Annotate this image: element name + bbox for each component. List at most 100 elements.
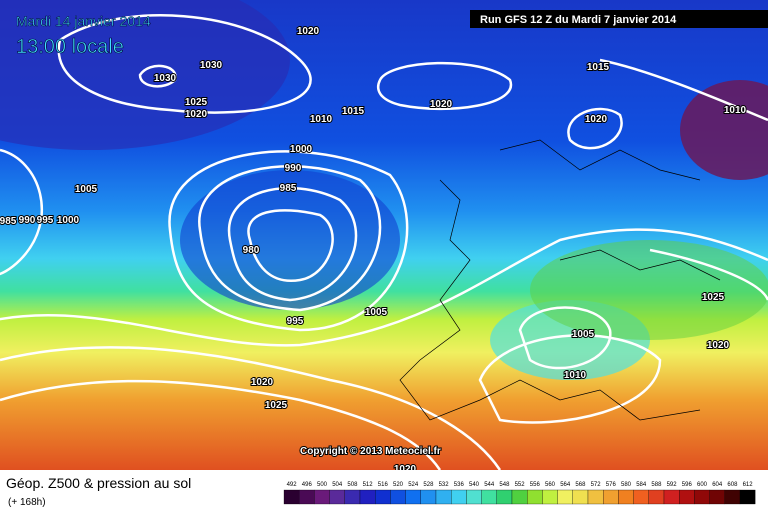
color-scale: 492 496 500 504 508 512 516 520 524 528 532 536 540 5… bbox=[283, 482, 756, 505]
copyright: Copyright © 2013 Meteociel.fr bbox=[300, 446, 441, 457]
scale-swatch bbox=[496, 489, 513, 505]
scale-swatch bbox=[724, 489, 741, 505]
scale-label: 600 bbox=[697, 482, 708, 488]
isobar-label: 1025 bbox=[185, 97, 208, 108]
scale-swatch bbox=[557, 489, 573, 505]
scale-label: 520 bbox=[393, 482, 404, 488]
scale-label: 532 bbox=[439, 482, 450, 488]
isobar-label: 1000 bbox=[290, 144, 313, 155]
scale-swatch bbox=[618, 489, 634, 505]
scale-label: 580 bbox=[621, 482, 632, 488]
scale-label: 536 bbox=[454, 482, 465, 488]
footer-subtitle: (+ 168h) bbox=[8, 497, 46, 508]
scale-swatch bbox=[633, 489, 649, 505]
date: Mardi 14 janvier 2014 bbox=[16, 13, 151, 29]
scale-label: 548 bbox=[499, 482, 510, 488]
isobar-label: 1010 bbox=[724, 105, 747, 116]
isobar-label: 1015 bbox=[342, 106, 365, 117]
scale-swatch bbox=[648, 489, 665, 505]
run-box bbox=[470, 10, 768, 28]
scale-label: 588 bbox=[651, 482, 662, 488]
coastlines bbox=[399, 139, 721, 421]
scale-swatch bbox=[283, 489, 300, 505]
scale-swatch bbox=[329, 489, 345, 505]
isobar-label: 990 bbox=[285, 163, 302, 174]
scale-label: 512 bbox=[363, 482, 374, 488]
scale-label: 492 bbox=[287, 482, 298, 488]
isobar-label: 995 bbox=[37, 215, 54, 226]
isobar-label: 990 bbox=[19, 215, 36, 226]
scale-label: 576 bbox=[606, 482, 617, 488]
footer-title: Géop. Z500 & pression au sol bbox=[6, 475, 191, 491]
isobar-label: 1025 bbox=[702, 292, 725, 303]
scale-label: 528 bbox=[423, 482, 434, 488]
scale-swatch bbox=[359, 489, 376, 505]
scale-swatch bbox=[466, 489, 482, 505]
isobar-label: 1020 bbox=[430, 99, 453, 110]
scale-swatch bbox=[679, 489, 695, 505]
scale-label: 504 bbox=[332, 482, 343, 488]
scale-label: 568 bbox=[575, 482, 586, 488]
scale-swatch bbox=[375, 489, 391, 505]
isobar-label: 1020 bbox=[251, 377, 274, 388]
scale-swatch bbox=[542, 489, 558, 505]
run-info: Run GFS 12 Z du Mardi 7 janvier 2014 bbox=[480, 14, 677, 26]
isobar-label: 1030 bbox=[154, 73, 177, 84]
scale-swatch bbox=[663, 489, 680, 505]
isobar-label: 1000 bbox=[57, 215, 80, 226]
scale-swatch bbox=[739, 489, 756, 505]
isobar-label: 985 bbox=[0, 216, 17, 227]
isobar-label: 1015 bbox=[587, 62, 610, 73]
scale-label: 612 bbox=[743, 482, 754, 488]
isobar-label: 995 bbox=[287, 316, 304, 327]
scale-swatch bbox=[405, 489, 421, 505]
scale-label: 596 bbox=[682, 482, 693, 488]
isobar-label: 1010 bbox=[310, 114, 333, 125]
isobar-label: 1005 bbox=[75, 184, 98, 195]
scale-swatch bbox=[451, 489, 467, 505]
scale-swatch bbox=[481, 489, 497, 505]
isobar-label: 980 bbox=[243, 245, 260, 256]
scale-label: 496 bbox=[302, 482, 313, 488]
scale-label: 500 bbox=[317, 482, 328, 488]
scale-swatch bbox=[435, 489, 452, 505]
scale-label: 572 bbox=[591, 482, 602, 488]
scale-swatch bbox=[511, 489, 528, 505]
scale-swatch bbox=[709, 489, 725, 505]
scale-swatch bbox=[694, 489, 710, 505]
scale-label: 556 bbox=[530, 482, 541, 488]
scale-label: 592 bbox=[667, 482, 678, 488]
isobar-label: 985 bbox=[280, 183, 297, 194]
scale-swatch bbox=[420, 489, 437, 505]
scale-label: 516 bbox=[378, 482, 389, 488]
isobar-label: 1020 bbox=[585, 114, 608, 125]
time: 13:00 locale bbox=[16, 36, 124, 58]
field-zone bbox=[680, 80, 768, 180]
field-zone bbox=[530, 240, 768, 340]
scale-swatch bbox=[390, 489, 406, 505]
scale-label: 540 bbox=[469, 482, 480, 488]
scale-swatch bbox=[299, 489, 315, 505]
isobar-label: 1030 bbox=[200, 60, 223, 71]
scale-swatch bbox=[587, 489, 604, 505]
isobar-label: 1010 bbox=[564, 370, 587, 381]
isobar-label: 1005 bbox=[572, 329, 595, 340]
isobars bbox=[0, 14, 768, 471]
scale-swatch bbox=[603, 489, 619, 505]
scale-label: 552 bbox=[515, 482, 526, 488]
isobar-label: 1020 bbox=[297, 26, 320, 37]
scale-label: 564 bbox=[560, 482, 571, 488]
scale-label: 508 bbox=[347, 482, 358, 488]
isobar-label: 1020 bbox=[185, 109, 208, 120]
scale-swatch bbox=[314, 489, 330, 505]
isobar-label: 1020 bbox=[707, 340, 730, 351]
scale-swatch bbox=[572, 489, 589, 505]
scale-swatch bbox=[527, 489, 543, 505]
scale-label: 584 bbox=[636, 482, 647, 488]
scale-label: 608 bbox=[727, 482, 738, 488]
scale-label: 560 bbox=[545, 482, 556, 488]
scale-label: 604 bbox=[712, 482, 723, 488]
scale-swatch bbox=[344, 489, 361, 505]
